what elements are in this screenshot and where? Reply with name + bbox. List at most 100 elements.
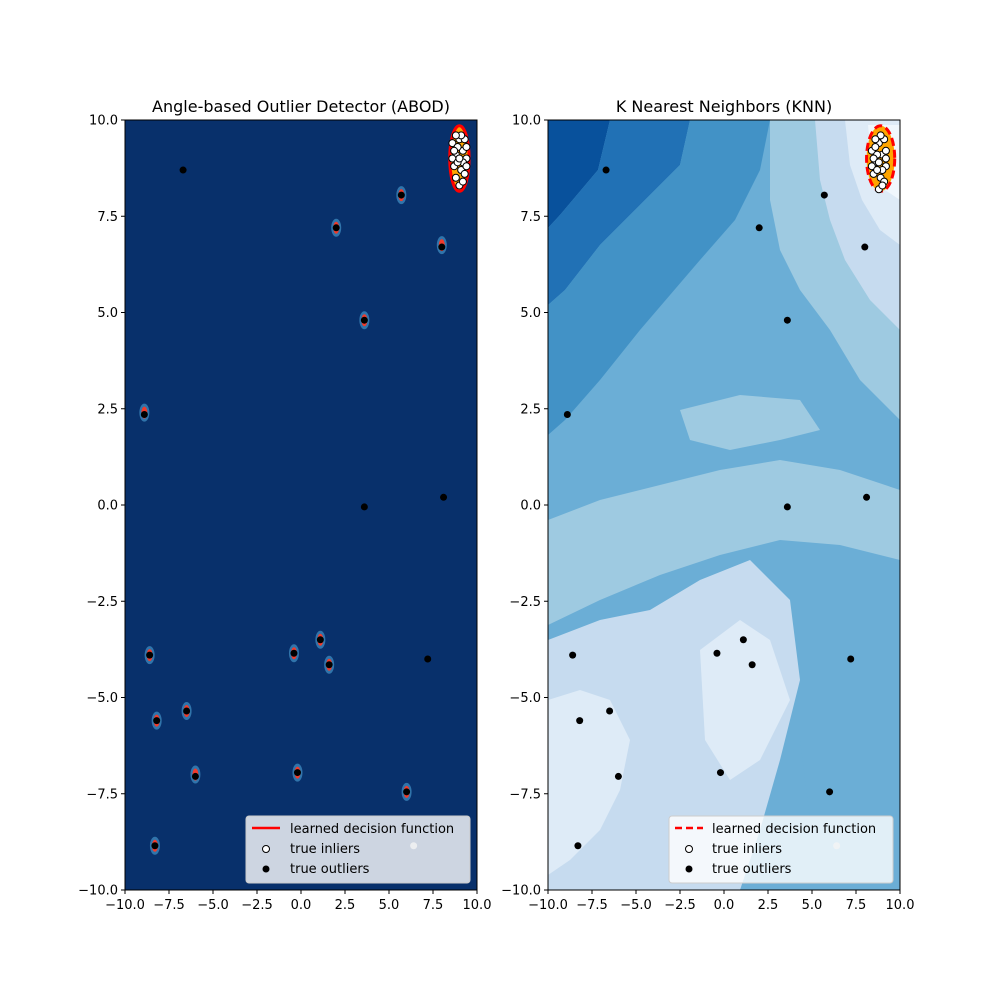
y-tick-label: 10.0 [512,114,541,129]
x-tick-label: 5.0 [802,898,823,913]
inlier-point [458,177,467,186]
outlier-point [316,636,324,644]
x-tick-label: −5.0 [620,898,652,913]
abod-legend-label-outliers: true outliers [290,862,370,877]
x-tick-label: 0.0 [714,898,735,913]
x-tick-label: −7.5 [153,898,185,913]
outlier-point [569,651,577,659]
knn-x-axis: −10.0 −7.5 −5.0 −2.5 0.0 2.5 5.0 7.5 10.0 [528,890,914,913]
outlier-point [360,503,368,511]
abod-legend-outlier-swatch [262,865,270,873]
outlier-point [183,707,191,715]
outlier-point [713,649,721,657]
knn-legend-label-outliers: true outliers [712,862,792,877]
outlier-point [397,191,405,199]
inlier-point [451,131,460,140]
y-tick-label: 10.0 [89,114,118,129]
y-tick-label: 2.5 [97,402,118,417]
outlier-point [614,772,622,780]
y-tick-label: −7.5 [86,787,118,802]
knn-region-band-middle [548,460,900,625]
outlier-point [826,788,834,796]
abod-legend-inlier-swatch [262,845,270,853]
outlier-point [151,842,159,850]
y-tick-label: −5.0 [86,691,118,706]
abod-y-axis: −10.0 −7.5 −5.0 −2.5 0.0 2.5 5.0 7.5 10.0 [78,114,125,899]
x-tick-label: −2.5 [664,898,696,913]
outlier-point [293,769,301,777]
outlier-point [563,411,571,419]
x-tick-label: 0.0 [291,898,312,913]
outlier-point [140,411,148,419]
outlier-point [606,707,614,715]
inlier-point [876,131,885,140]
x-tick-label: −5.0 [197,898,229,913]
y-tick-label: 0.0 [520,499,541,514]
abod-title: Angle-based Outlier Detector (ABOD) [152,97,450,116]
inlier-point [881,154,890,163]
outlier-point [191,772,199,780]
outlier-point [146,651,154,659]
outlier-point [861,243,869,251]
outlier-point [755,224,763,232]
knn-legend-inlier-swatch [685,845,693,853]
outlier-point [847,655,855,663]
x-tick-label: 2.5 [335,898,356,913]
outlier-point [739,636,747,644]
knn-region-mid-top [548,120,770,435]
y-tick-label: 5.0 [520,306,541,321]
x-tick-label: −2.5 [241,898,273,913]
y-tick-label: −10.0 [78,884,118,899]
x-tick-label: 10.0 [886,898,915,913]
y-tick-label: −2.5 [86,595,118,610]
abod-legend-label-decision: learned decision function [290,822,454,837]
knn-region-lower-left-light [548,690,630,875]
inlier-point [462,162,471,171]
y-tick-label: −2.5 [509,595,541,610]
outlier-point [325,661,333,669]
knn-legend-box [668,815,894,884]
outlier-point [153,717,161,725]
outlier-point [716,769,724,777]
inlier-point [869,154,878,163]
x-tick-label: 7.5 [423,898,444,913]
y-tick-label: 2.5 [520,402,541,417]
outlier-point [783,316,791,324]
abod-x-axis: −10.0 −7.5 −5.0 −2.5 0.0 2.5 5.0 7.5 10.0 [105,890,491,913]
outlier-point [602,166,610,174]
inlier-point [455,154,464,163]
outlier-point [332,224,340,232]
knn-legend-label-decision: learned decision function [712,822,876,837]
abod-panel: Angle-based Outlier Detector (ABOD) −10.… [78,97,491,913]
inlier-point [451,173,460,182]
knn-region-wedge-middle [680,395,820,450]
outlier-point [438,243,446,251]
outlier-point [863,493,871,501]
outlier-point [820,191,828,199]
knn-legend: learned decision function true inliers t… [668,815,894,884]
inlier-point [878,181,887,190]
y-tick-label: −10.0 [501,884,541,899]
outlier-point [748,661,756,669]
y-tick-label: −5.0 [509,691,541,706]
x-tick-label: 7.5 [846,898,867,913]
y-tick-label: 0.0 [97,499,118,514]
outlier-point [424,655,432,663]
knn-legend-outlier-swatch [685,865,693,873]
abod-legend-box [245,815,471,884]
abod-points [140,131,471,850]
x-tick-label: −10.0 [105,898,145,913]
knn-region-lower-mid [700,620,790,780]
inlier-point [873,166,882,175]
knn-panel: K Nearest Neighbors (KNN) −10 [501,97,914,913]
inlier-point [462,142,471,151]
knn-title: K Nearest Neighbors (KNN) [616,97,832,116]
y-tick-label: −7.5 [509,787,541,802]
inlier-point [450,146,459,155]
x-tick-label: −10.0 [528,898,568,913]
knn-y-axis: −10.0 −7.5 −5.0 −2.5 0.0 2.5 5.0 7.5 10.0 [501,114,548,899]
outlier-point [783,503,791,511]
inlier-point [448,139,457,148]
outlier-point [576,717,584,725]
